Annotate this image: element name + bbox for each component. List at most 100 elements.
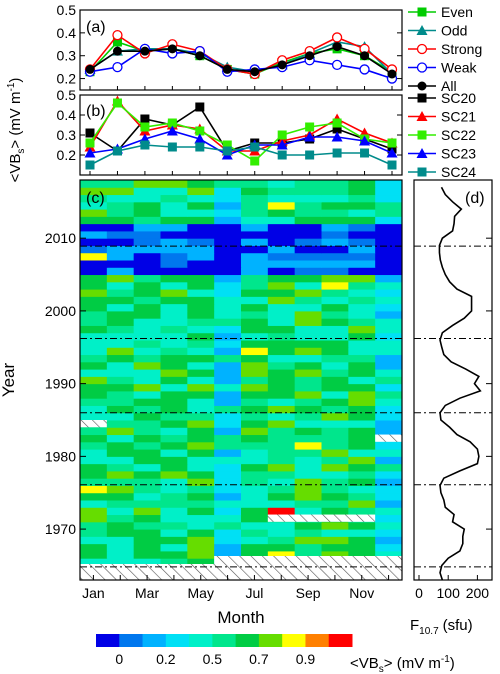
heatmap-cell bbox=[214, 492, 242, 501]
heatmap-cell bbox=[375, 514, 403, 523]
heatmap-cell bbox=[294, 456, 322, 465]
heatmap-cell bbox=[80, 383, 108, 392]
heatmap-cell bbox=[294, 332, 322, 341]
data-point-weak bbox=[359, 64, 370, 75]
heatmap-cell bbox=[348, 340, 376, 348]
f107-line bbox=[438, 186, 482, 581]
heatmap-cell bbox=[321, 463, 349, 472]
heatmap-cell bbox=[160, 427, 188, 436]
heatmap-cell bbox=[160, 383, 188, 392]
heatmap-cell bbox=[214, 180, 242, 188]
heatmap-cell bbox=[80, 412, 108, 421]
heatmap-cell bbox=[294, 478, 322, 486]
year-tick-label: 2000 bbox=[45, 303, 76, 319]
heatmap-cell bbox=[133, 347, 161, 356]
heatmap-cell bbox=[106, 470, 135, 479]
heatmap-cell bbox=[160, 194, 188, 203]
ytick-label: 0.2 bbox=[57, 147, 77, 163]
heatmap-cell bbox=[80, 543, 108, 552]
heatmap-cell bbox=[241, 361, 269, 370]
heatmap-cell bbox=[321, 543, 349, 552]
heatmap-cell bbox=[267, 187, 296, 196]
heatmap-cell bbox=[348, 543, 376, 552]
month-tick-label: May bbox=[188, 585, 214, 601]
heatmap-cell bbox=[106, 310, 135, 319]
heatmap-cell bbox=[241, 536, 269, 545]
heatmap-cell bbox=[106, 427, 135, 436]
heatmap-cell bbox=[267, 369, 296, 377]
heatmap-cell bbox=[267, 325, 296, 334]
panel-b: (b) 0.2 0.3 0.4 0.5 bbox=[57, 87, 403, 176]
heatmap-cell bbox=[375, 230, 403, 239]
heatmap-cell bbox=[241, 507, 269, 516]
heatmap-cell bbox=[294, 361, 322, 370]
legend-label-sc24: SC24 bbox=[441, 164, 476, 180]
heatmap-cell bbox=[267, 340, 296, 348]
heatmap-cell bbox=[80, 332, 108, 341]
heatmap-cell bbox=[321, 180, 349, 188]
heatmap-cell bbox=[187, 223, 215, 232]
heatmap-cell bbox=[133, 303, 161, 312]
heatmap-cell bbox=[348, 267, 376, 276]
heatmap-cell bbox=[214, 201, 242, 210]
heatmap-cell bbox=[214, 245, 242, 254]
missing-data-region bbox=[267, 514, 376, 522]
colorbar-swatch bbox=[305, 634, 330, 647]
data-point-sc24 bbox=[167, 142, 177, 152]
data-point-sc22 bbox=[387, 138, 397, 148]
data-point-sc23 bbox=[166, 125, 178, 136]
heatmap-cell bbox=[321, 281, 349, 290]
heatmap-cell bbox=[187, 529, 215, 537]
heatmap-cell bbox=[80, 238, 108, 246]
heatmap-cell bbox=[294, 223, 322, 232]
heatmap-cell bbox=[187, 238, 215, 246]
heatmap-cell bbox=[80, 558, 108, 566]
colorbar-tick-label: 0 bbox=[115, 651, 123, 667]
heatmap-cell bbox=[106, 550, 135, 559]
heatmap-cell bbox=[267, 441, 296, 450]
heatmap-cell bbox=[321, 223, 349, 232]
heatmap-cell bbox=[106, 194, 135, 203]
heatmap-cell bbox=[80, 514, 108, 523]
heatmap-cell bbox=[80, 223, 108, 232]
heatmap-cell bbox=[375, 347, 403, 356]
colorbar-swatch bbox=[258, 634, 283, 647]
heatmap-cell bbox=[133, 514, 161, 523]
data-point-sc23 bbox=[359, 135, 371, 146]
heatmap-cell bbox=[106, 463, 135, 472]
heatmap-cell bbox=[160, 318, 188, 326]
heatmap-cell bbox=[267, 383, 296, 392]
heatmap-cell bbox=[160, 325, 188, 334]
heatmap-cell bbox=[267, 332, 296, 341]
heatmap-cell bbox=[348, 478, 376, 486]
heatmap-cell bbox=[267, 427, 296, 436]
heatmap-cell bbox=[133, 449, 161, 457]
heatmap-cell bbox=[294, 492, 322, 501]
heatmap-cell bbox=[106, 281, 135, 290]
heatmap-cell bbox=[348, 187, 376, 196]
heatmap-cell bbox=[133, 558, 161, 566]
heatmap-cell bbox=[214, 216, 242, 225]
heatmap-cell bbox=[321, 340, 349, 348]
heatmap-cell bbox=[160, 245, 188, 254]
heatmap-cell bbox=[214, 529, 242, 537]
heatmap-cell bbox=[187, 187, 215, 196]
heatmap-cell bbox=[160, 332, 188, 341]
panel-d: (d) 0 100 200 bbox=[413, 179, 493, 601]
heatmap-cell bbox=[267, 223, 296, 232]
data-point-even bbox=[112, 37, 122, 47]
data-point-sc24 bbox=[360, 148, 370, 158]
legend-marker bbox=[417, 130, 427, 140]
heatmap-cell bbox=[187, 347, 215, 356]
heatmap-cell bbox=[160, 376, 188, 385]
legend-marker bbox=[417, 93, 427, 103]
heatmap-cell bbox=[241, 310, 269, 319]
heatmap-cell bbox=[348, 485, 376, 494]
year-tick-label: 2010 bbox=[45, 230, 76, 246]
heatmap-cell bbox=[375, 529, 403, 537]
heatmap-cell bbox=[187, 194, 215, 203]
heatmap-cell bbox=[214, 434, 242, 443]
heatmap-cell bbox=[80, 376, 108, 385]
heatmap-cell bbox=[106, 369, 135, 377]
heatmap-cell bbox=[106, 529, 135, 537]
